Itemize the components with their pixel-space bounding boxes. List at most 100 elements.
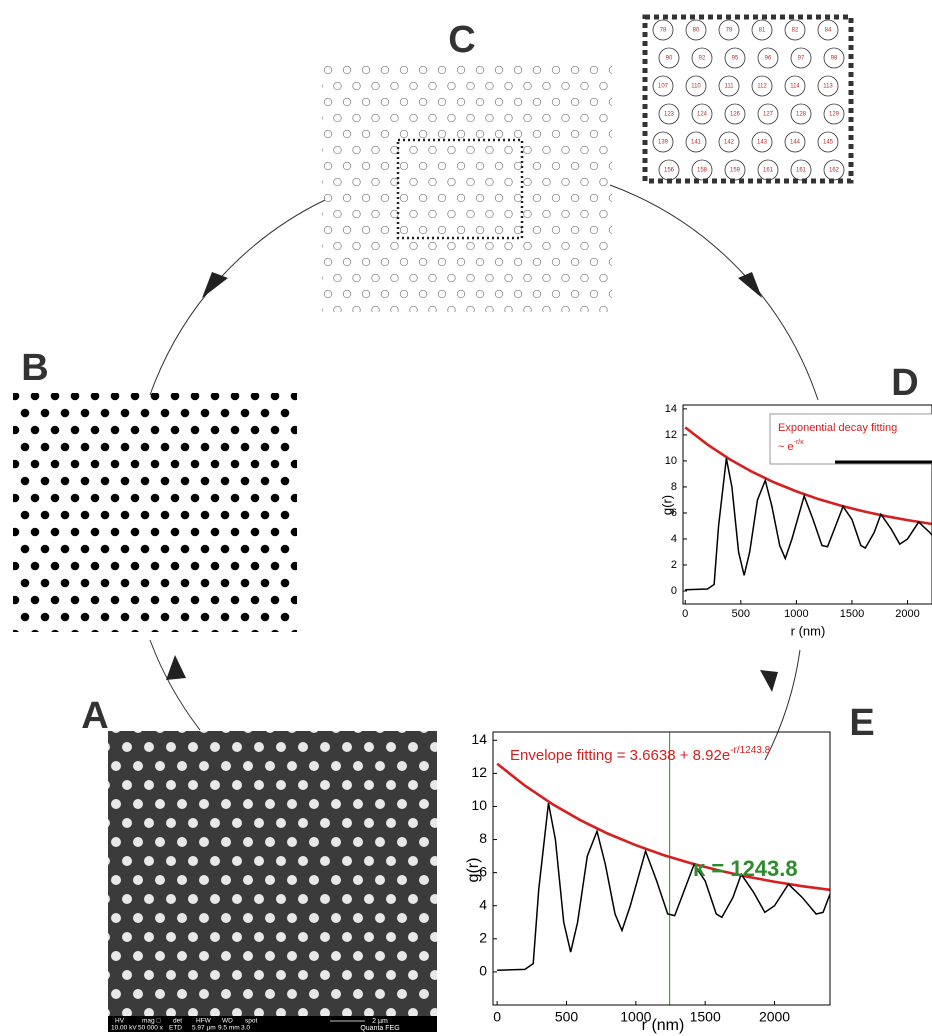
scale-label: 2 µm (372, 1018, 388, 1025)
sem-header: HV (115, 1018, 125, 1025)
sem-header: spot (245, 1018, 257, 1025)
sem-particles (108, 731, 437, 1016)
x-tick-label: 0 (493, 1008, 501, 1024)
panel-label: D (891, 362, 918, 404)
panel-label: B (21, 347, 48, 389)
y-axis-label: g(r) (659, 495, 674, 515)
inset-number: 156 (664, 168, 675, 174)
inset-number: 81 (759, 28, 766, 34)
inset-number: 158 (697, 168, 708, 174)
panel-label: C (448, 19, 475, 61)
inset-number: 92 (699, 56, 706, 62)
sem-value: 3.0 (241, 1025, 250, 1032)
inset-number: 161 (796, 168, 807, 174)
x-tick-label: 1000 (784, 608, 808, 620)
kappa-label: κ = 1243.8 (693, 856, 798, 881)
annotation: Envelope fitting = 3.6638 + 8.92e-r/1243… (510, 745, 771, 764)
inset-number: 123 (664, 112, 675, 118)
inset-number: 141 (691, 140, 702, 146)
arrow (150, 640, 200, 730)
x-axis-label: r (nm) (791, 623, 826, 638)
figure: C 78807981828490929596979810711011111211… (0, 0, 932, 1036)
inset-number: 96 (765, 56, 772, 62)
inset-number: 90 (666, 56, 673, 62)
y-tick-label: 4 (479, 896, 487, 912)
inset-number: 143 (757, 140, 768, 146)
inset-number: 110 (691, 84, 701, 90)
y-tick-label: 2 (671, 559, 677, 571)
arrow-head (166, 655, 186, 680)
inset-number: 128 (796, 112, 807, 118)
y-tick-label: 10 (471, 797, 487, 813)
inset-number: 84 (825, 28, 832, 34)
x-tick-label: 2000 (759, 1008, 790, 1024)
y-tick-label: 14 (665, 403, 677, 415)
x-axis-label: r (nm) (642, 1017, 685, 1034)
arrow-head (738, 272, 762, 298)
sem-value: 10.00 kV (111, 1025, 137, 1032)
inset-number: 113 (823, 84, 833, 90)
inset-number: 161 (763, 168, 774, 174)
inset-number: 127 (763, 112, 774, 118)
y-tick-label: 14 (471, 731, 487, 747)
inset (645, 17, 851, 181)
inset-number: 95 (732, 56, 739, 62)
inset-number: 159 (730, 168, 741, 174)
x-tick-label: 500 (555, 1008, 579, 1024)
y-tick-label: 8 (671, 481, 677, 493)
y-tick-label: 12 (665, 429, 677, 441)
annotation-sup: -r/1243.8 (730, 745, 770, 756)
arrow (150, 200, 325, 395)
inset-number: 107 (658, 84, 669, 90)
inset-number: 144 (790, 140, 801, 146)
inset-number: 112 (757, 84, 767, 90)
y-axis-label: g(r) (465, 858, 482, 883)
sem-header: WD (222, 1018, 233, 1025)
instrument-label: Quanta FEG (360, 1025, 399, 1032)
x-tick-label: 0 (682, 608, 688, 620)
legend-entry: Exponential decay fitting (778, 422, 897, 434)
inset-number: 162 (829, 168, 840, 174)
y-tick-label: 0 (671, 585, 677, 597)
panel-label: E (849, 702, 874, 744)
inset-number: 114 (790, 84, 800, 90)
arrow (765, 650, 800, 760)
y-tick-label: 4 (671, 533, 677, 545)
x-tick-label: 1500 (840, 608, 864, 620)
binary-image (13, 393, 297, 632)
sem-value: ETD (169, 1025, 182, 1032)
arrow-head (760, 670, 778, 692)
x-tick-label: 500 (732, 608, 750, 620)
inset-number: 142 (724, 140, 735, 146)
x-tick-label: 2000 (895, 608, 919, 620)
inset-number: 111 (724, 84, 734, 90)
series-line (685, 458, 932, 589)
y-tick-label: 8 (479, 830, 487, 846)
sem-value: 9.5 mm (218, 1025, 240, 1032)
x-tick-label: 1500 (690, 1008, 721, 1024)
inset-number: 78 (660, 28, 667, 34)
sem-value: 50 000 x (138, 1025, 164, 1032)
inset-number: 145 (823, 140, 834, 146)
sem-header: mag □ (142, 1018, 160, 1025)
arrow-head (202, 272, 228, 298)
inset-number: 129 (829, 112, 840, 118)
formula-sup: -r/κ (794, 439, 805, 446)
sem-header: HFW (196, 1018, 212, 1025)
arrow (610, 185, 818, 400)
inset-number: 124 (697, 112, 708, 118)
inset-number: 98 (831, 56, 838, 62)
inset-number: 97 (798, 56, 805, 62)
sem-value: 5.97 µm (192, 1025, 216, 1032)
y-tick-label: 12 (471, 764, 487, 780)
inset-number: 80 (693, 28, 700, 34)
y-tick-label: 0 (479, 963, 487, 979)
inset-number: 126 (730, 112, 741, 118)
formula-base: ~ e (778, 441, 794, 453)
series-line (497, 803, 830, 970)
lattice-image (322, 65, 612, 312)
y-tick-label: 2 (479, 930, 487, 946)
inset-number: 139 (658, 140, 669, 146)
